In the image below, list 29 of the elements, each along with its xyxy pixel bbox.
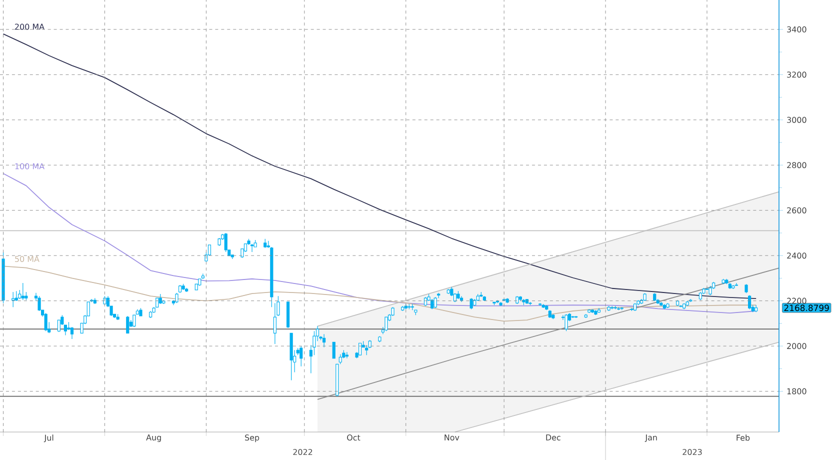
candlestick <box>365 344 368 356</box>
candlestick <box>322 334 326 348</box>
text: 2168.8799 <box>784 304 829 312</box>
candlestick <box>300 346 303 367</box>
candlestick <box>132 314 136 328</box>
candlestick <box>44 312 48 332</box>
candlestick <box>273 302 276 344</box>
candlestick <box>175 292 178 304</box>
line-series <box>2 33 757 300</box>
candlestick <box>748 294 752 310</box>
candlestick <box>564 314 568 332</box>
candlestick <box>21 282 24 300</box>
candlestick <box>158 294 162 304</box>
candlestick <box>384 316 388 332</box>
candlestick <box>338 354 342 364</box>
candlestick <box>430 298 434 310</box>
line-series <box>2 266 757 322</box>
candlestick <box>470 298 473 310</box>
candlestick <box>38 296 41 312</box>
candlestick <box>345 352 348 359</box>
candlestick <box>12 292 15 308</box>
candlestick <box>332 342 336 359</box>
candlestick <box>224 232 228 252</box>
candlestick <box>14 290 18 302</box>
candlestick <box>744 284 748 294</box>
candlestick <box>264 238 267 248</box>
candlestick <box>434 296 437 308</box>
candlestick <box>708 286 712 296</box>
candlestick <box>126 316 130 334</box>
